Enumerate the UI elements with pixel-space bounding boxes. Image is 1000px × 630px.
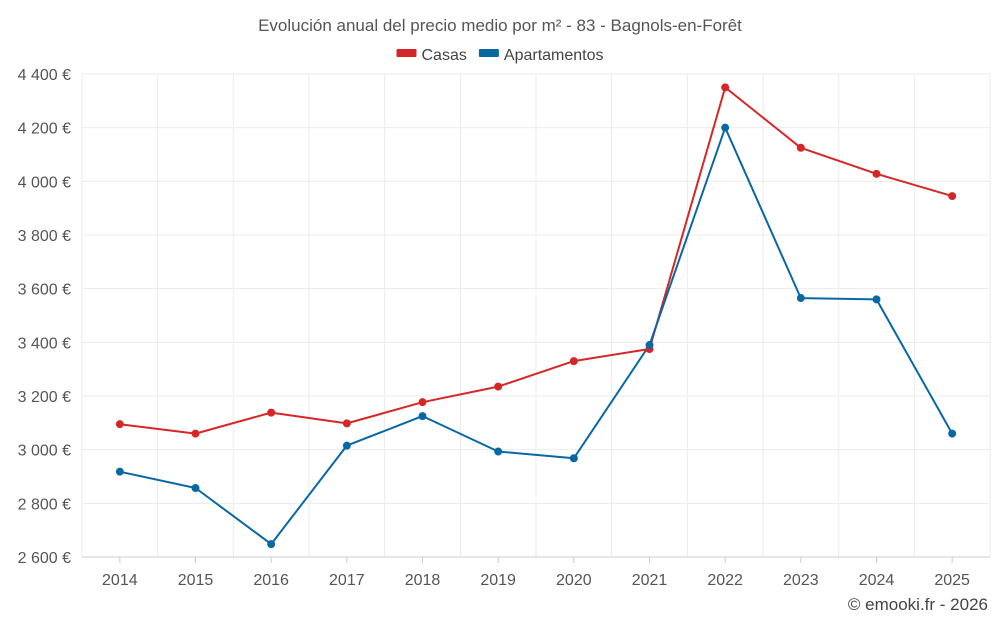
data-point-casas (569, 357, 578, 366)
data-point-casas (796, 143, 805, 152)
data-point-casas (115, 420, 124, 429)
series-line-casas (119, 86, 953, 435)
data-point-casas (494, 382, 503, 391)
grid (81, 73, 991, 558)
y-tick-label: 4 200 € (18, 121, 71, 138)
legend-swatch (478, 49, 499, 57)
y-tick-label: 2 600 € (18, 550, 71, 567)
x-axis: 2014 2015 2016 2017 2018 2019 2020 2021 2022 2023… (82, 556, 990, 589)
legend-label: Apartamentos (504, 47, 604, 64)
legend-swatch (396, 49, 417, 57)
y-tick-label: 4 000 € (18, 174, 71, 191)
data-point-apartamentos (191, 484, 200, 493)
data-point-casas (342, 419, 351, 428)
data-point-casas (418, 398, 427, 407)
y-tick-label: 3 000 € (18, 443, 71, 460)
data-point-apartamentos (569, 454, 578, 463)
legend: Casas Apartamentos (396, 47, 604, 64)
series-line-apartamentos (119, 126, 954, 546)
data-point-casas (267, 408, 276, 417)
data-point-apartamentos (721, 123, 730, 132)
x-tick-label: 2018 (405, 572, 441, 589)
x-tick-label: 2023 (783, 572, 819, 589)
legend-item-apartamentos: Apartamentos (478, 47, 604, 64)
credit-text: © emooki.fr - 2026 (848, 595, 988, 614)
x-tick-label: 2017 (329, 572, 365, 589)
x-tick-label: 2021 (632, 572, 668, 589)
x-tick-label: 2014 (102, 572, 138, 589)
data-point-apartamentos (342, 441, 351, 450)
x-tick-label: 2015 (178, 572, 214, 589)
y-tick-label: 4 400 € (18, 67, 71, 84)
data-point-casas (872, 169, 881, 178)
y-tick-label: 3 200 € (18, 389, 71, 406)
x-tick-label: 2024 (859, 572, 895, 589)
y-tick-label: 3 400 € (18, 335, 71, 352)
x-tick-label: 2022 (707, 572, 743, 589)
x-tick-label: 2019 (480, 572, 516, 589)
data-point-apartamentos (645, 341, 654, 350)
data-point-casas (948, 192, 957, 201)
data-point-apartamentos (796, 294, 805, 303)
legend-label: Casas (422, 47, 467, 64)
x-tick-label: 2016 (253, 572, 289, 589)
y-tick-label: 3 800 € (18, 228, 71, 245)
y-tick-label: 2 800 € (18, 496, 71, 513)
data-point-casas (191, 429, 200, 438)
y-axis: 2 600 € 2 800 € 3 000 € 3 200 € 3 400 € 3 600… (18, 67, 71, 567)
chart-title: Evolución anual del precio medio por m² … (258, 16, 742, 35)
x-tick-label: 2020 (556, 572, 592, 589)
y-tick-label: 3 600 € (18, 282, 71, 299)
data-point-apartamentos (115, 467, 124, 476)
data-point-apartamentos (948, 429, 957, 438)
x-tick-label: 2025 (934, 572, 970, 589)
data-point-apartamentos (418, 412, 427, 421)
data-point-apartamentos (872, 295, 881, 304)
data-point-apartamentos (267, 540, 276, 549)
data-point-apartamentos (494, 447, 503, 456)
legend-item-casas: Casas (396, 47, 467, 64)
data-point-casas (721, 83, 730, 92)
series-group (115, 83, 957, 549)
